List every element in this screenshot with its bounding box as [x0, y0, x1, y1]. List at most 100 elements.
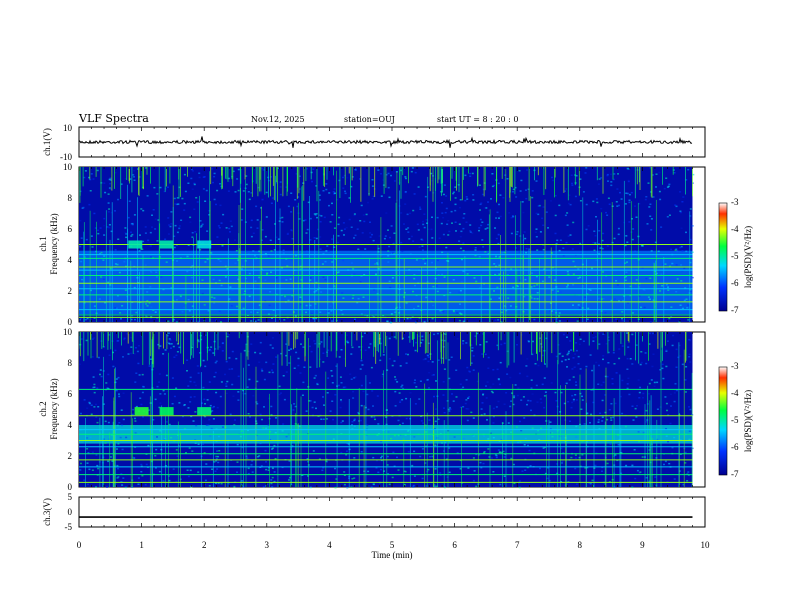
spectrogram-speckle [314, 342, 317, 345]
ch2-cbar-tick-m5: -5 [731, 415, 739, 425]
spectrogram-speckle [648, 382, 651, 385]
spectrogram-speckle [598, 364, 600, 367]
time-axis-label: Time (min) [372, 550, 413, 560]
spectrogram-speckle [458, 319, 461, 322]
spectrogram-speckle [117, 476, 120, 478]
spectrogram-speckle [370, 486, 373, 489]
spectrogram-speckle [345, 226, 348, 229]
spectrogram-speckle [271, 476, 274, 479]
spectrogram-speckle [535, 236, 538, 238]
spectrogram-speckle [178, 402, 181, 404]
spectrogram-speckle [688, 406, 690, 408]
spectrogram-speckle [234, 262, 237, 264]
spectrogram-speckle [204, 479, 207, 482]
spectrogram-speckle [431, 216, 433, 218]
spectrogram-speckle [541, 167, 544, 169]
spectrogram-speckle [487, 201, 489, 203]
spectrogram-speckle [340, 309, 343, 311]
spectrogram-speckle [554, 232, 557, 235]
spectrogram-speckle [422, 223, 425, 226]
spectrogram-speckle [459, 303, 461, 305]
spectrogram-speckle [478, 256, 481, 258]
spectrogram-speckle [408, 238, 411, 240]
spectrogram-speckle [435, 380, 437, 382]
ch3-waveform-ylabel: ch.3(V) [42, 498, 52, 526]
spectrogram-speckle [433, 485, 436, 488]
spectrogram-speckle [404, 275, 407, 277]
spectrogram-speckle [264, 449, 267, 452]
spectrogram-speckle [221, 342, 224, 345]
spectrogram-speckle [149, 402, 152, 404]
spectrogram-speckle [247, 472, 250, 475]
spectrogram-speckle [551, 252, 553, 254]
spectrogram-speckle [498, 273, 501, 275]
spectrogram-speckle [352, 268, 355, 270]
spectrogram-speckle [133, 286, 136, 289]
spectrogram-speckle [620, 395, 622, 398]
spectrogram-speckle [661, 285, 664, 287]
spectrogram-speckle [399, 365, 402, 367]
spectrogram-speckle [380, 440, 383, 443]
spectrogram-speckle [283, 398, 286, 401]
spectrogram-speckle [90, 404, 93, 406]
spectrogram-speckle [314, 375, 317, 377]
spectrogram-speckle [86, 407, 89, 409]
spectrogram-speckle [638, 295, 641, 297]
spectrogram-speckle [307, 201, 310, 204]
spectrogram-speckle [331, 375, 334, 377]
spectrogram-speckle [285, 371, 288, 373]
spectrogram-speckle [359, 281, 362, 283]
spectrogram-speckle [413, 308, 415, 310]
spectrogram-speckle [279, 193, 282, 196]
spectrogram-speckle [486, 227, 489, 229]
spectrogram-speckle [342, 187, 345, 189]
spectrogram-speckle [473, 277, 476, 279]
spectrogram-speckle [412, 240, 415, 242]
spectrogram-speckle [674, 389, 677, 392]
spectrogram-speckle [234, 239, 236, 241]
spectrogram-speckle [523, 417, 526, 419]
spectrogram-speckle [353, 273, 356, 275]
spectrogram-speckle [492, 407, 495, 410]
spectrogram-speckle [256, 403, 259, 405]
spectrogram-speckle [661, 363, 664, 366]
spectrogram-speckle [569, 340, 572, 342]
spectrogram-speckle [449, 291, 452, 294]
spectrogram-speckle [210, 252, 213, 254]
spectrogram-speckle [314, 303, 317, 305]
spectrogram-speckle [414, 321, 417, 324]
spectrogram-speckle [540, 401, 543, 404]
spectrogram-speckle [241, 430, 243, 432]
spectrogram-speckle [323, 404, 325, 406]
spectrogram-speckle [542, 244, 545, 246]
spectrogram-speckle [88, 203, 91, 206]
spectrogram-speckle [401, 384, 404, 387]
spectrogram-speckle [682, 467, 685, 469]
spectrogram-speckle [285, 354, 288, 357]
spectrogram-speckle [352, 397, 355, 399]
spectrogram-speckle [86, 437, 89, 439]
spectrogram-speckle [333, 188, 336, 190]
spectrogram-speckle [668, 214, 671, 216]
spectrogram-speckle [247, 467, 250, 470]
spectrogram-speckle [445, 246, 448, 249]
spectrogram-speckle [570, 406, 573, 409]
spectrogram-speckle [258, 304, 261, 306]
spectrogram-speckle [638, 472, 641, 474]
spectrogram-speckle [109, 179, 112, 181]
spectrogram-speckle [544, 391, 547, 393]
spectrogram-speckle [589, 289, 592, 291]
spectrogram-speckle [421, 334, 424, 337]
spectrogram-speckle [414, 171, 417, 174]
spectrogram-speckle [597, 419, 600, 421]
spectrogram-speckle [128, 200, 131, 202]
spectrogram-speckle [582, 191, 585, 193]
spectrogram-speckle [220, 222, 223, 224]
spectrogram-speckle [391, 476, 394, 479]
spectrogram-speckle [362, 390, 365, 393]
spectrogram-speckle [407, 227, 410, 229]
spectrogram-speckle [595, 259, 598, 261]
spectrogram-speckle [490, 390, 493, 393]
spectrogram-speckle [334, 486, 337, 489]
spectrogram-speckle [89, 190, 92, 192]
